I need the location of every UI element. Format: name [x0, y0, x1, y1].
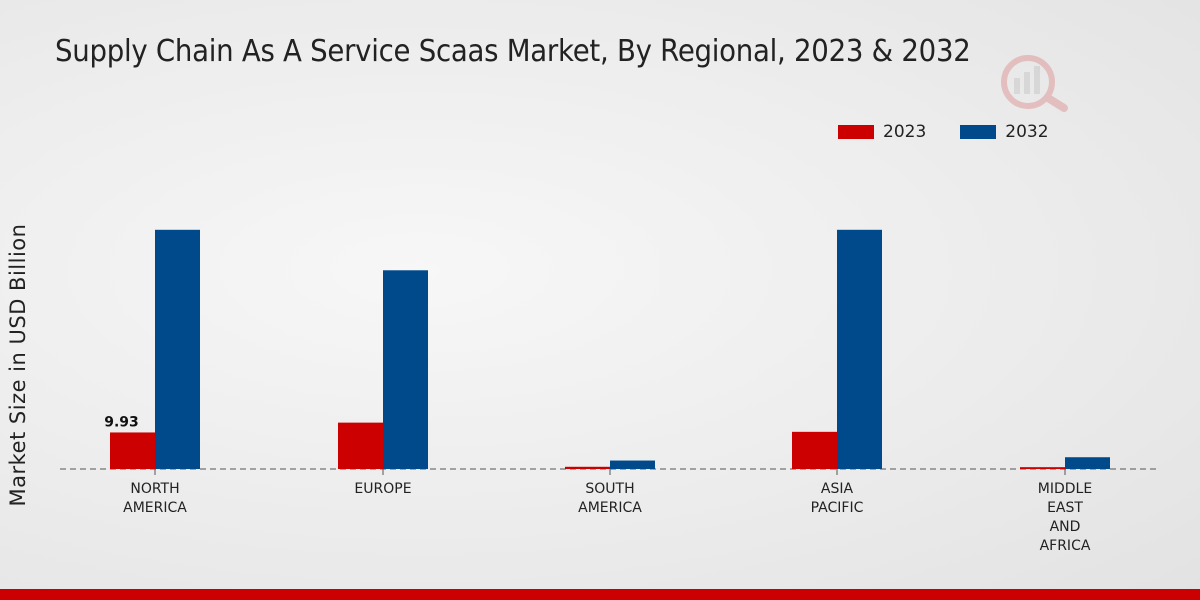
chart-title: Supply Chain As A Service Scaas Market, … [55, 34, 971, 69]
x-tick-label: AMERICA [123, 500, 187, 516]
bar-2032-north-america [155, 229, 200, 469]
x-tick-label: EUROPE [354, 481, 411, 497]
footer-bar [0, 589, 1200, 600]
x-tick-label: AMERICA [578, 500, 642, 516]
x-tick-label: AND [1050, 519, 1081, 535]
legend-label-2032: 2032 [1005, 122, 1049, 142]
x-tick-label: AFRICA [1040, 538, 1091, 554]
legend-swatch-2023 [838, 125, 874, 139]
bar-2032-south-america [610, 460, 655, 469]
x-tick-label: ASIA [821, 481, 854, 497]
bar-2023-middle-east-and-africa [1020, 467, 1065, 469]
bar-2032-middle-east-and-africa [1065, 457, 1110, 469]
bar-2023-south-america [565, 466, 610, 469]
x-tick-label: EAST [1047, 500, 1083, 516]
legend-item-2032[interactable]: 2032 [960, 122, 1049, 142]
legend-item-2023[interactable]: 2023 [838, 122, 926, 142]
data-label: 9.93 [104, 414, 139, 430]
legend: 2023 2032 [838, 122, 1049, 142]
x-tick-label: SOUTH [585, 481, 634, 497]
legend-label-2023: 2023 [883, 122, 927, 142]
bar-2032-asia-pacific [837, 229, 882, 469]
bar-2023-asia-pacific [792, 431, 837, 469]
bar-2032-europe [383, 270, 428, 469]
watermark-logo-icon [1001, 55, 1068, 112]
bar-2023-europe [338, 422, 383, 469]
bar-2023-north-america [110, 432, 155, 469]
x-tick-label: PACIFIC [811, 500, 864, 516]
legend-swatch-2032 [960, 125, 997, 139]
x-tick-label: MIDDLE [1038, 481, 1092, 497]
x-tick-label: NORTH [130, 481, 179, 497]
